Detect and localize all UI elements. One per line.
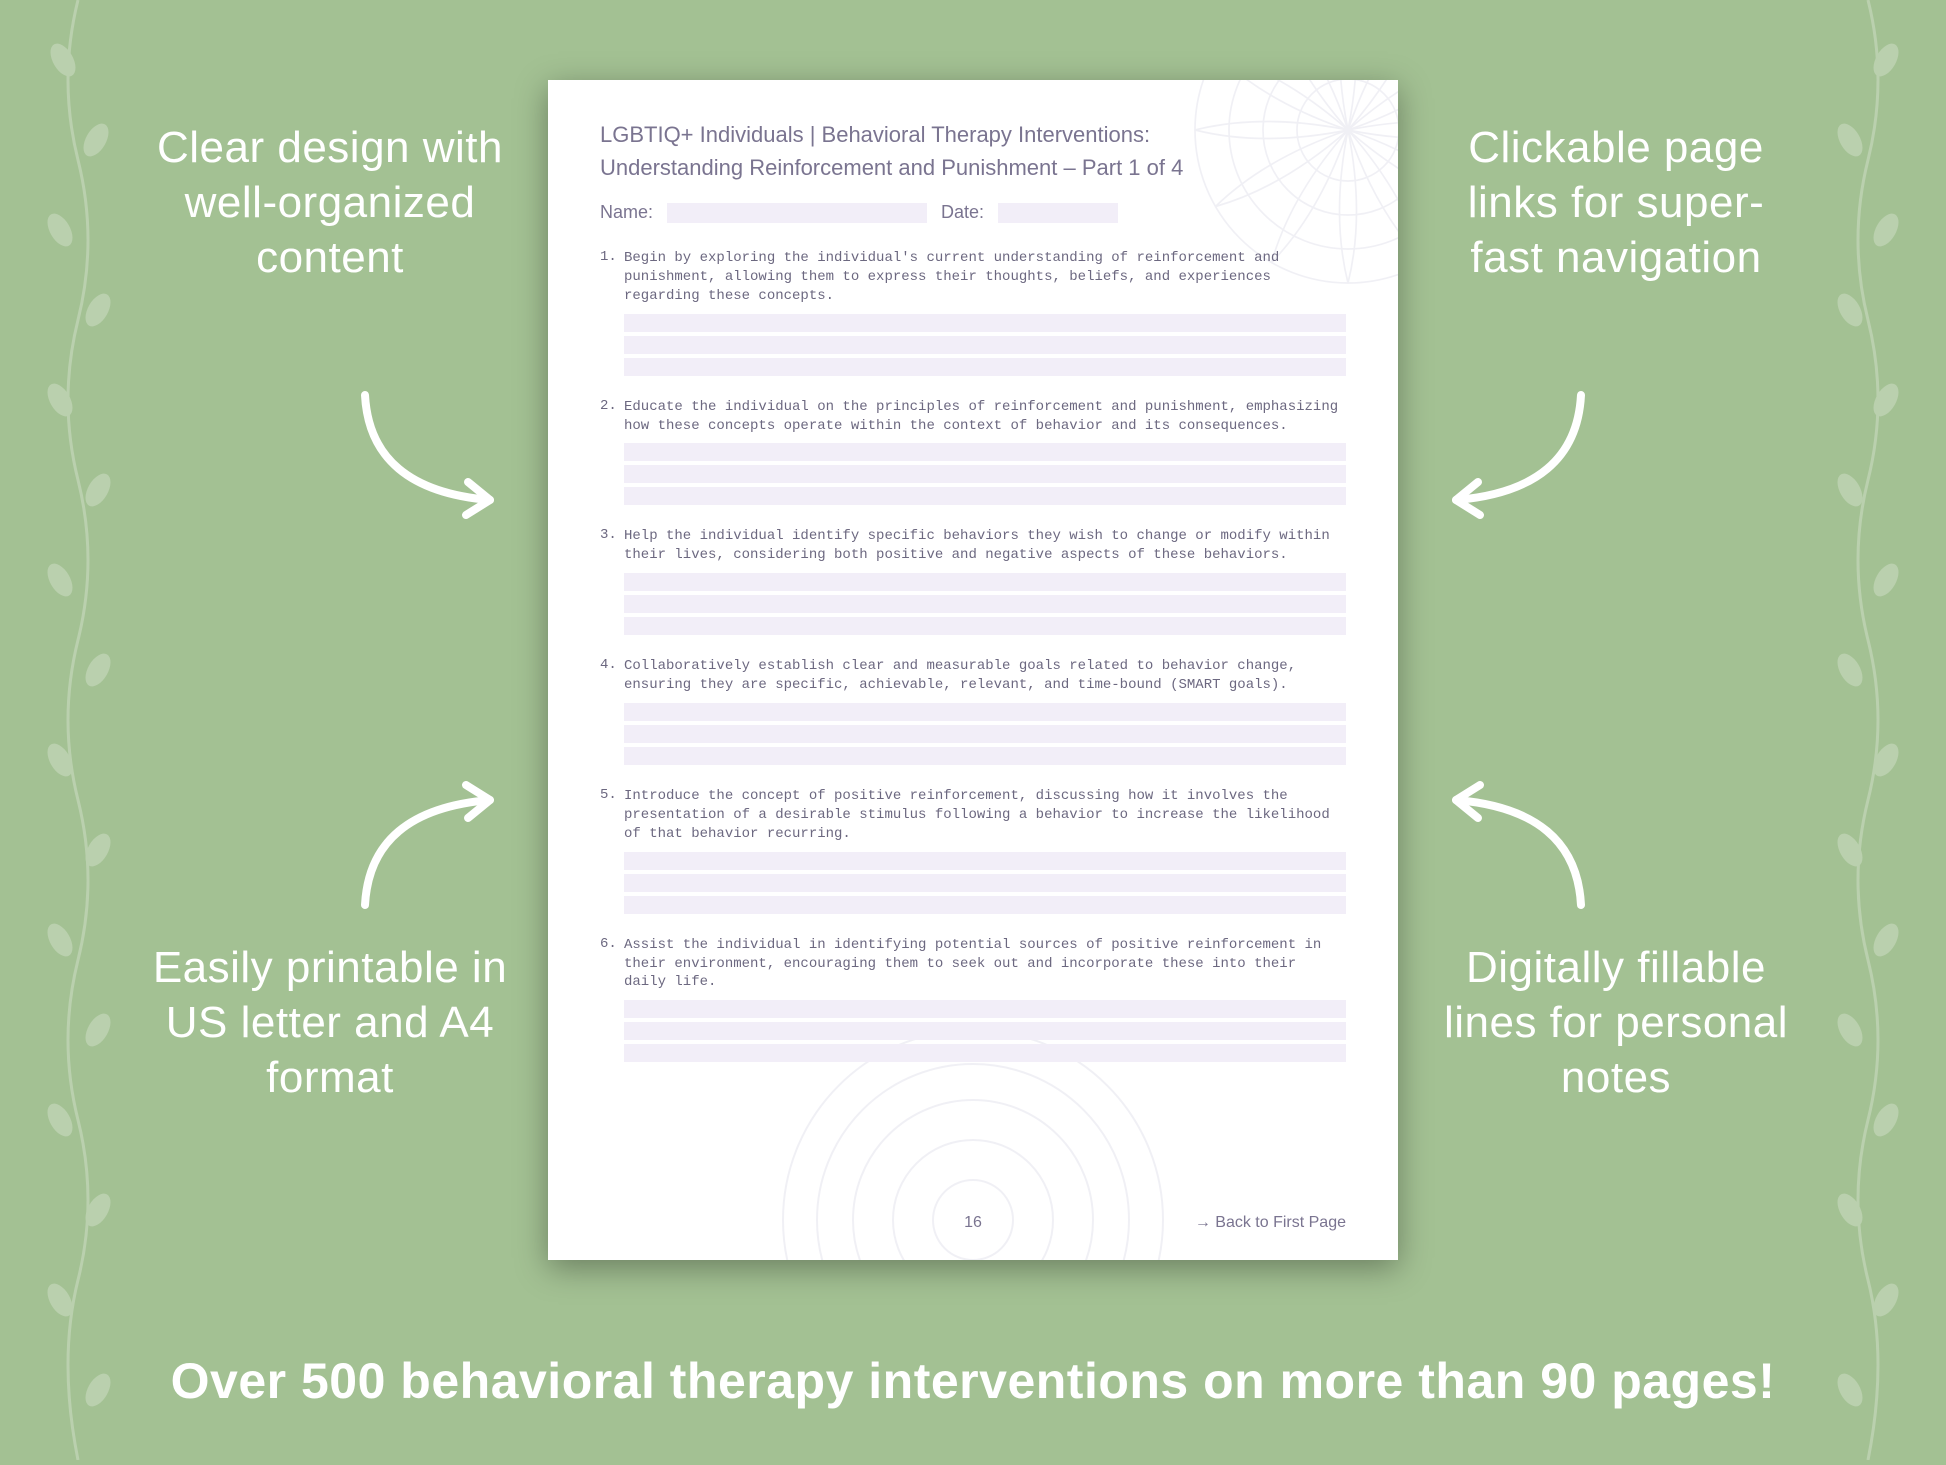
fill-line[interactable]	[624, 1000, 1346, 1018]
date-input[interactable]	[998, 203, 1118, 223]
title-line2: Understanding Reinforcement and Punishme…	[600, 151, 1346, 184]
date-label: Date:	[941, 202, 984, 223]
fill-line[interactable]	[624, 595, 1346, 613]
worksheet-item: 2. Educate the individual on the principl…	[600, 398, 1346, 506]
worksheet-item: 5. Introduce the concept of positive rein…	[600, 787, 1346, 914]
fill-line[interactable]	[624, 725, 1346, 743]
fill-lines	[624, 1000, 1346, 1062]
fill-line[interactable]	[624, 336, 1346, 354]
fill-line[interactable]	[624, 314, 1346, 332]
callout-top-right: Clickable page links for super-fast navi…	[1436, 120, 1796, 285]
item-text: Begin by exploring the individual's curr…	[624, 249, 1346, 306]
meta-row: Name: Date:	[600, 202, 1346, 223]
item-number: 4.	[600, 657, 617, 673]
callout-top-left: Clear design with well-organized content	[150, 120, 510, 285]
callout-bottom-right: Digitally fillable lines for personal no…	[1436, 940, 1796, 1105]
item-number: 1.	[600, 249, 617, 265]
page-number: 16	[964, 1214, 982, 1232]
fill-line[interactable]	[624, 874, 1346, 892]
vine-svg	[18, 0, 138, 1460]
title-line1: LGBTIQ+ Individuals | Behavioral Therapy…	[600, 118, 1346, 151]
item-number: 2.	[600, 398, 617, 414]
item-text: Introduce the concept of positive reinfo…	[624, 787, 1346, 844]
fill-lines	[624, 443, 1346, 505]
arrow-bottom-right-icon	[1426, 770, 1596, 920]
back-to-first-page-link[interactable]: → Back to First Page	[1195, 1214, 1346, 1232]
fill-line[interactable]	[624, 573, 1346, 591]
item-number: 6.	[600, 936, 617, 952]
fill-line[interactable]	[624, 465, 1346, 483]
worksheet-item: 6. Assist the individual in identifying p…	[600, 936, 1346, 1063]
fill-line[interactable]	[624, 896, 1346, 914]
fill-lines	[624, 703, 1346, 765]
item-number: 3.	[600, 527, 617, 543]
item-text: Help the individual identify specific be…	[624, 527, 1346, 565]
items-list: 1. Begin by exploring the individual's cu…	[600, 249, 1346, 1062]
fill-line[interactable]	[624, 747, 1346, 765]
arrow-top-right-icon	[1426, 380, 1596, 530]
decor-vine-right	[1808, 0, 1928, 1460]
decor-vine-left	[18, 0, 138, 1460]
callout-bottom-left: Easily printable in US letter and A4 for…	[150, 940, 510, 1105]
fill-line[interactable]	[624, 487, 1346, 505]
fill-lines	[624, 314, 1346, 376]
vine-svg	[1808, 0, 1928, 1460]
fill-line[interactable]	[624, 1022, 1346, 1040]
bottom-banner: Over 500 behavioral therapy intervention…	[0, 1352, 1946, 1410]
arrow-bottom-left-icon	[350, 770, 520, 920]
fill-line[interactable]	[624, 358, 1346, 376]
item-text: Assist the individual in identifying pot…	[624, 936, 1346, 993]
item-number: 5.	[600, 787, 617, 803]
worksheet-item: 1. Begin by exploring the individual's cu…	[600, 249, 1346, 376]
fill-line[interactable]	[624, 703, 1346, 721]
fill-line[interactable]	[624, 1044, 1346, 1062]
document-title: LGBTIQ+ Individuals | Behavioral Therapy…	[600, 118, 1346, 184]
fill-lines	[624, 573, 1346, 635]
fill-line[interactable]	[624, 852, 1346, 870]
worksheet-item: 3. Help the individual identify specific …	[600, 527, 1346, 635]
arrow-top-left-icon	[350, 380, 520, 530]
fill-line[interactable]	[624, 443, 1346, 461]
name-input[interactable]	[667, 203, 927, 223]
item-text: Collaboratively establish clear and meas…	[624, 657, 1346, 695]
name-label: Name:	[600, 202, 653, 223]
item-text: Educate the individual on the principles…	[624, 398, 1346, 436]
fill-lines	[624, 852, 1346, 914]
page-footer: 16 → Back to First Page	[600, 1214, 1346, 1232]
worksheet-item: 4. Collaboratively establish clear and me…	[600, 657, 1346, 765]
document-page: LGBTIQ+ Individuals | Behavioral Therapy…	[548, 80, 1398, 1260]
fill-line[interactable]	[624, 617, 1346, 635]
